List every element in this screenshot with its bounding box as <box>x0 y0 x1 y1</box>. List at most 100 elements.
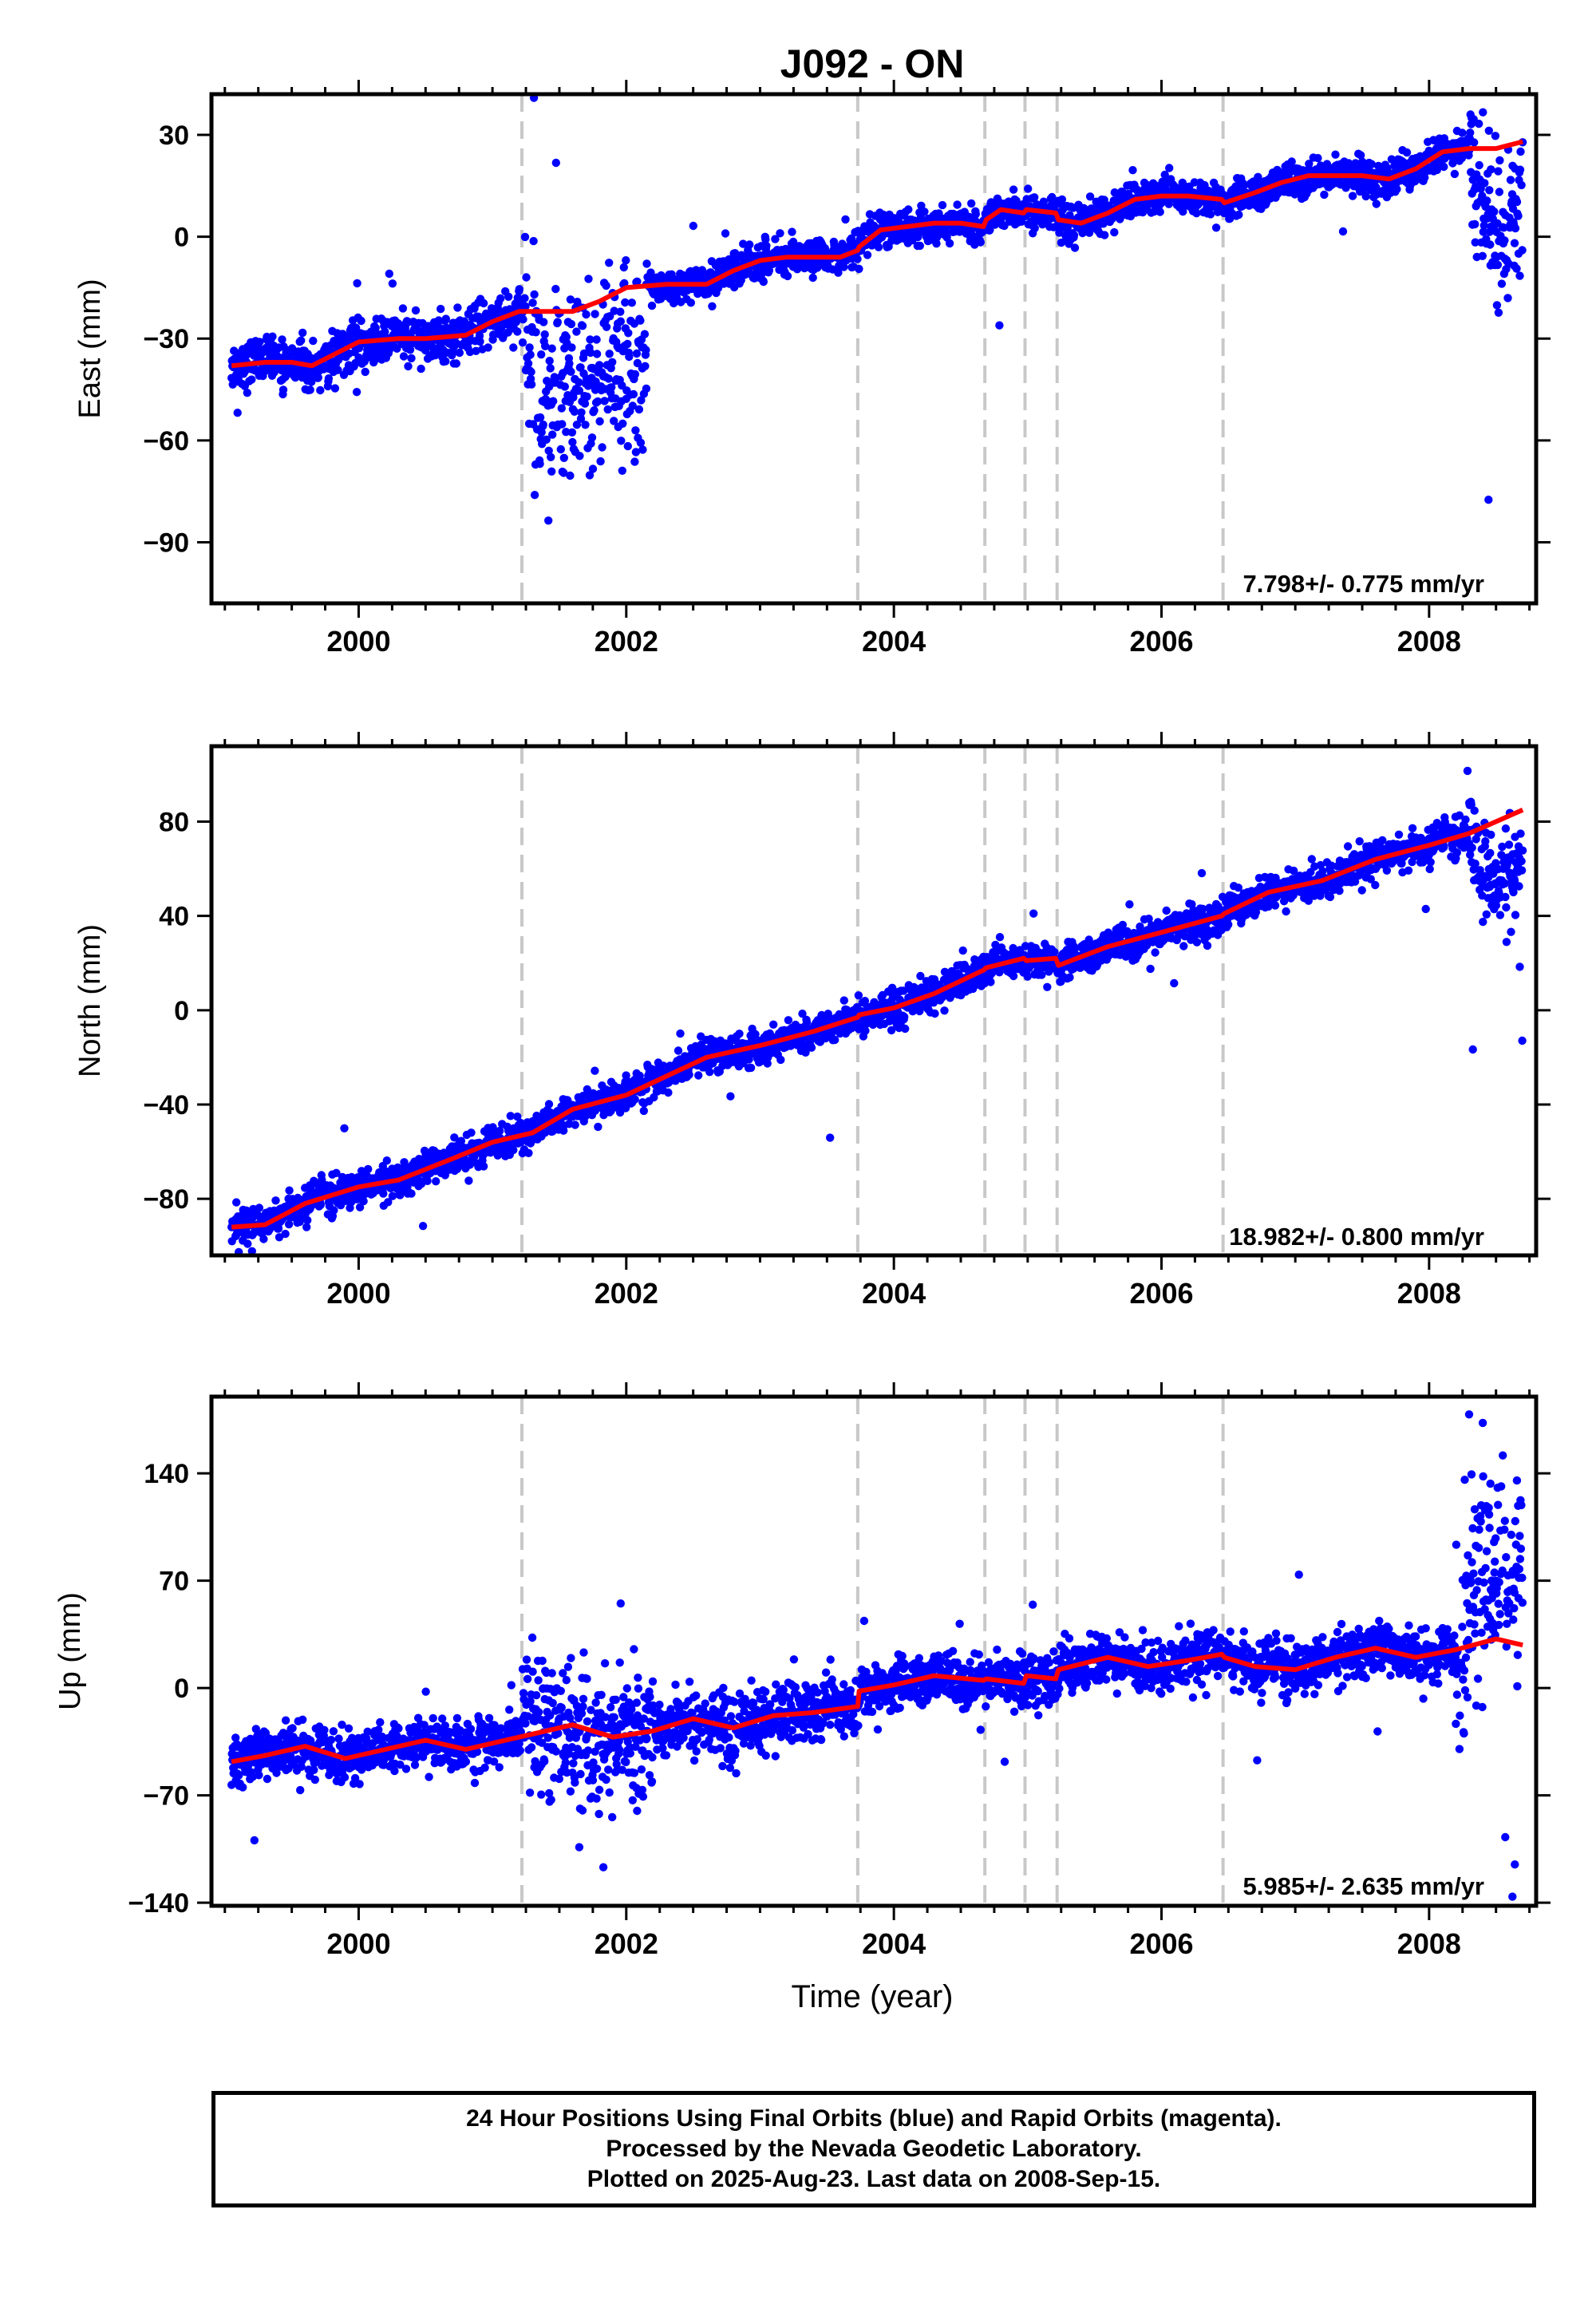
east-point <box>520 294 529 302</box>
east-point <box>637 396 646 405</box>
north-point <box>432 1177 440 1186</box>
east-point <box>739 239 748 248</box>
east-point <box>247 375 256 384</box>
east-point <box>608 358 617 366</box>
east-point <box>640 330 650 338</box>
east-point <box>595 417 604 426</box>
east-point <box>334 366 342 374</box>
east-point <box>529 236 538 246</box>
east-point <box>618 419 627 428</box>
east-point <box>572 327 581 336</box>
east-point <box>1494 167 1503 176</box>
east-point <box>270 366 279 376</box>
east-point <box>1192 209 1201 218</box>
east-point <box>1331 150 1340 159</box>
east-point <box>938 200 947 210</box>
east-point <box>1009 185 1018 194</box>
north-point <box>464 1176 473 1185</box>
east-point <box>855 264 863 274</box>
east-point <box>634 405 644 414</box>
east-point <box>434 316 443 325</box>
east-point <box>504 292 513 301</box>
east-point <box>953 200 962 209</box>
east-point <box>330 384 340 393</box>
north-point <box>685 1070 693 1079</box>
east-point <box>1069 231 1079 239</box>
east-point <box>1206 210 1215 219</box>
east-point <box>297 336 306 345</box>
east-point <box>1487 165 1495 174</box>
east-point <box>915 241 925 251</box>
east-point <box>548 430 557 439</box>
east-point <box>590 406 598 415</box>
east-point <box>298 328 307 338</box>
east-point <box>1211 223 1221 232</box>
east-point <box>567 428 577 437</box>
east-point <box>617 437 626 445</box>
east-point <box>1516 147 1525 156</box>
east-point <box>453 303 462 312</box>
east-point <box>605 259 614 267</box>
east-point <box>306 385 314 394</box>
north-point <box>802 1018 812 1027</box>
east-point <box>603 405 612 414</box>
east-point <box>398 304 408 313</box>
east-point <box>874 243 883 251</box>
east-point <box>602 281 610 290</box>
east-point <box>316 385 325 395</box>
east-point <box>932 239 941 248</box>
east-point <box>1503 294 1512 302</box>
east-point <box>307 377 316 386</box>
east-point <box>967 199 976 208</box>
east-point <box>557 404 566 413</box>
east-point <box>553 318 562 326</box>
east-point <box>808 273 817 283</box>
east-point <box>1110 227 1119 237</box>
east-ytick-label: 0 <box>174 223 189 253</box>
east-point <box>1479 108 1487 117</box>
east-point <box>437 304 445 314</box>
north-point <box>746 1063 756 1073</box>
north-point <box>364 1164 373 1174</box>
east-point <box>619 263 628 272</box>
east-point <box>547 344 556 353</box>
east-point <box>624 329 633 338</box>
east-point <box>556 445 565 454</box>
east-point <box>945 239 954 248</box>
east-point <box>268 332 277 341</box>
north-point <box>995 933 1005 942</box>
east-point <box>602 322 611 331</box>
east-point <box>604 374 613 383</box>
east-point <box>496 294 505 303</box>
east-point <box>1500 236 1509 245</box>
east-point <box>1506 176 1515 184</box>
east-point <box>285 350 294 359</box>
east-point <box>632 349 642 358</box>
east-point <box>592 335 601 344</box>
east-point <box>771 235 780 243</box>
east-point <box>1372 200 1381 208</box>
east-point <box>607 383 616 392</box>
east-point <box>1156 207 1164 216</box>
north-point <box>359 1196 368 1206</box>
east-point <box>605 350 614 358</box>
north-point <box>826 1133 835 1142</box>
east-point <box>1486 240 1495 249</box>
east-point <box>834 268 843 277</box>
north-point <box>379 1189 388 1198</box>
east-steps <box>520 94 1225 603</box>
east-point <box>472 346 480 355</box>
east-point <box>582 310 591 319</box>
east-point <box>595 361 604 370</box>
east-point <box>405 346 415 354</box>
east-point <box>233 409 242 417</box>
east-point <box>812 263 822 272</box>
east-point <box>546 364 555 373</box>
east-point <box>625 352 634 362</box>
east-point <box>642 259 651 268</box>
east-point <box>764 266 774 275</box>
north-point <box>940 1006 949 1015</box>
